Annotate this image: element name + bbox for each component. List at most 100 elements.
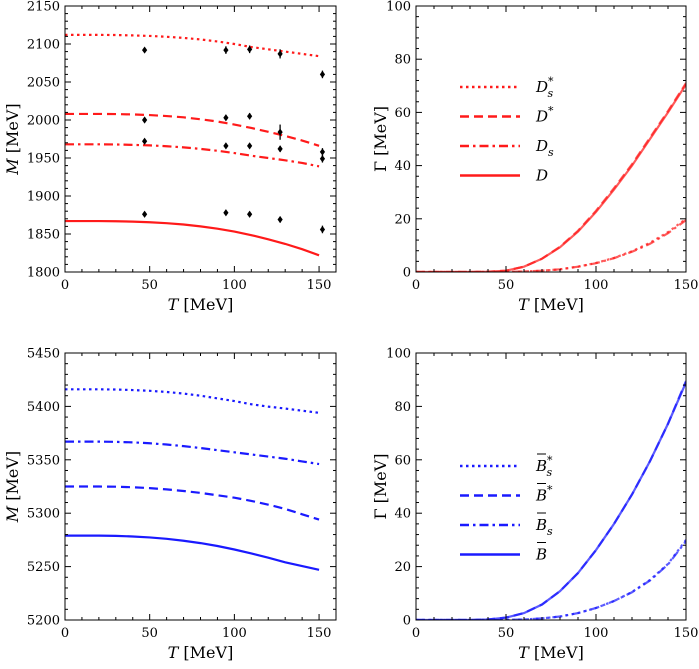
- series-line-B-3: [65, 534, 320, 571]
- x-tick-label: 0: [61, 626, 69, 641]
- data-point-18: [319, 155, 326, 163]
- data-point-7: [223, 209, 229, 217]
- data-point-11: [247, 210, 253, 218]
- data-point-16: [319, 70, 326, 78]
- y-tick-label: 2050: [27, 76, 60, 91]
- plot-frame: [415, 352, 687, 621]
- legend-label-3: D: [535, 167, 548, 185]
- y-tick-label: 2000: [27, 114, 60, 129]
- data-point-6: [223, 142, 229, 150]
- x-tick-label: 50: [141, 278, 158, 293]
- chart-panel-bottom-left: 0 50 100 150 5200 5250 5300 5350 5400 5450 T [MeV]…: [3, 347, 337, 662]
- x-tick-label: 150: [307, 626, 332, 641]
- y-axis-label: M [MeV]: [3, 103, 22, 175]
- series-line-D-s-2: [65, 143, 320, 168]
- x-tick-label: 50: [141, 626, 158, 641]
- x-tick-label: 0: [61, 278, 69, 293]
- y-tick-label: 5300: [27, 507, 60, 522]
- data-points: [142, 45, 326, 234]
- chart-panel-top-left: 0 50 100 150 1800 1850 1900 1950 2000 2050 2100 215…: [3, 0, 337, 314]
- data-point-0: [142, 46, 148, 54]
- curves: [416, 380, 686, 620]
- y-tick-label: 80: [394, 53, 411, 68]
- y-tick-label: 1800: [27, 266, 60, 281]
- x-axis-label: T [MeV]: [518, 295, 584, 314]
- x-tick-label: 100: [222, 626, 247, 641]
- y-tick-label: 5250: [27, 560, 60, 575]
- y-tick-label: 1900: [27, 190, 60, 205]
- x-tick-label: 50: [498, 626, 515, 641]
- y-tick-label: 1850: [27, 228, 60, 243]
- data-point-13: [277, 128, 283, 136]
- x-tick-label: 100: [584, 278, 609, 293]
- data-point-19: [319, 225, 326, 234]
- y-axis-label: Γ [MeV]: [371, 106, 390, 172]
- y-tick-label: 60: [394, 453, 411, 468]
- y-tick-label: 5400: [27, 400, 60, 415]
- y-tick-label: 2100: [27, 38, 60, 53]
- legend-label-0: B* s: [535, 454, 553, 479]
- series-line-D-s-2: [416, 219, 686, 272]
- data-point-4: [223, 46, 229, 54]
- y-tick-label: 20: [394, 212, 411, 227]
- data-point-12: [277, 50, 283, 58]
- y-tick-label: 80: [394, 400, 411, 415]
- series-line-B-sstar-0: [416, 539, 686, 620]
- data-point-2: [142, 137, 148, 145]
- x-tick-label: 0: [412, 626, 420, 641]
- data-point-10: [247, 142, 253, 150]
- data-point-8: [247, 45, 253, 53]
- x-tick-label: 50: [498, 278, 515, 293]
- y-tick-label: 5350: [27, 453, 60, 468]
- y-axis-label: Γ [MeV]: [371, 453, 390, 519]
- data-point-14: [277, 145, 283, 153]
- y-tick-label: 100: [386, 0, 411, 15]
- data-point-3: [142, 210, 148, 218]
- x-tick-label: 100: [222, 278, 247, 293]
- plot-frame: [64, 352, 337, 621]
- x-tick-label: 0: [412, 278, 420, 293]
- y-tick-label: 5450: [27, 347, 60, 362]
- legend-label-1: D*: [535, 105, 554, 126]
- data-point-17: [319, 148, 326, 156]
- legend-label-0: D* s: [535, 75, 554, 100]
- y-tick-label: 0: [403, 614, 411, 629]
- series-line-D-sstar-0: [65, 33, 320, 58]
- legend: B* s B* Bs B: [460, 453, 553, 564]
- series-line-Bstar-2: [65, 485, 320, 521]
- legend-label-3: B: [535, 546, 547, 564]
- x-tick-label: 150: [674, 278, 699, 293]
- legend-label-1: B*: [535, 484, 553, 505]
- data-point-9: [247, 112, 253, 120]
- series-line-D-3: [65, 219, 320, 257]
- curves: [65, 388, 320, 571]
- x-axis-label: T [MeV]: [168, 643, 234, 662]
- series-line-B-s-2: [416, 540, 686, 620]
- series-line-B-sstar-0: [65, 388, 320, 414]
- y-tick-label: 60: [394, 106, 411, 121]
- x-tick-label: 150: [307, 278, 332, 293]
- data-point-1: [142, 116, 148, 124]
- y-tick-label: 2150: [27, 0, 60, 15]
- y-axis-label: M [MeV]: [3, 451, 22, 523]
- legend-label-2: Bs: [535, 516, 553, 538]
- x-tick-label: 150: [674, 626, 699, 641]
- legend: D* s D* Ds D: [460, 75, 554, 185]
- series-line-B-s-1: [65, 440, 320, 466]
- data-point-5: [223, 114, 229, 122]
- y-tick-label: 20: [394, 560, 411, 575]
- y-tick-label: 40: [394, 159, 411, 174]
- curves: [65, 33, 320, 257]
- series-line-D-sstar-0: [416, 217, 686, 272]
- y-tick-label: 0: [403, 266, 411, 281]
- x-tick-label: 100: [584, 626, 609, 641]
- x-axis-label: T [MeV]: [518, 643, 584, 662]
- series-line-Dstar-1: [65, 112, 320, 147]
- y-tick-label: 100: [386, 347, 411, 362]
- series-line-B-3: [416, 381, 686, 620]
- y-tick-label: 5200: [27, 614, 60, 629]
- plot-frame: [415, 5, 687, 273]
